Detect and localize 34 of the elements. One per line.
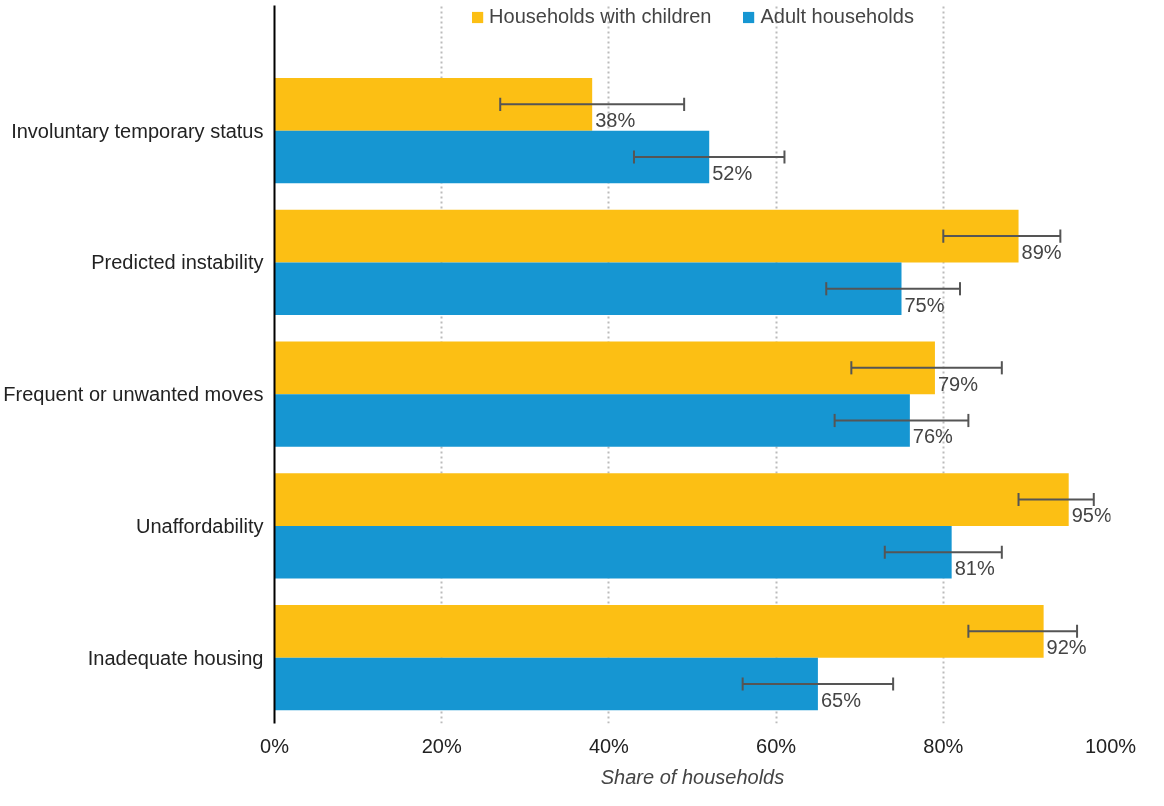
data-label: 89%: [1021, 240, 1062, 263]
legend-label: Adult households: [760, 5, 914, 28]
data-label: 92%: [1046, 636, 1087, 659]
bar: [274, 604, 1044, 658]
bar: [274, 262, 902, 316]
x-tick-label: 20%: [421, 734, 462, 757]
y-tick-label: Involuntary temporary status: [11, 119, 264, 142]
x-tick-label: 80%: [923, 734, 964, 757]
y-tick-label: Unaffordability: [136, 514, 264, 537]
data-label: 81%: [954, 557, 995, 580]
x-tick-label: 60%: [756, 734, 797, 757]
data-label: 65%: [820, 688, 862, 711]
bar: [274, 525, 952, 579]
x-axis-title: Share of households: [600, 765, 785, 788]
data-label: 79%: [937, 372, 979, 395]
y-tick-label: Predicted instability: [91, 251, 264, 274]
bar: [274, 77, 593, 131]
bar: [274, 657, 818, 711]
bar: [274, 341, 935, 395]
bar: [274, 394, 910, 447]
data-label: 76%: [912, 425, 954, 448]
data-label: 95%: [1071, 504, 1112, 527]
legend-label: Households with children: [489, 5, 712, 28]
bar: [274, 209, 1019, 263]
bar: [274, 473, 1069, 526]
x-tick-label: 40%: [588, 734, 630, 757]
y-tick-label: Inadequate housing: [87, 646, 264, 669]
data-label: 75%: [904, 293, 945, 316]
y-tick-label: Frequent or unwanted moves: [3, 383, 264, 406]
bar: [274, 130, 710, 184]
x-tick-label: 0%: [260, 734, 290, 757]
x-tick-label: 100%: [1084, 734, 1137, 757]
data-label: 38%: [595, 109, 636, 132]
data-label: 52%: [712, 161, 753, 184]
